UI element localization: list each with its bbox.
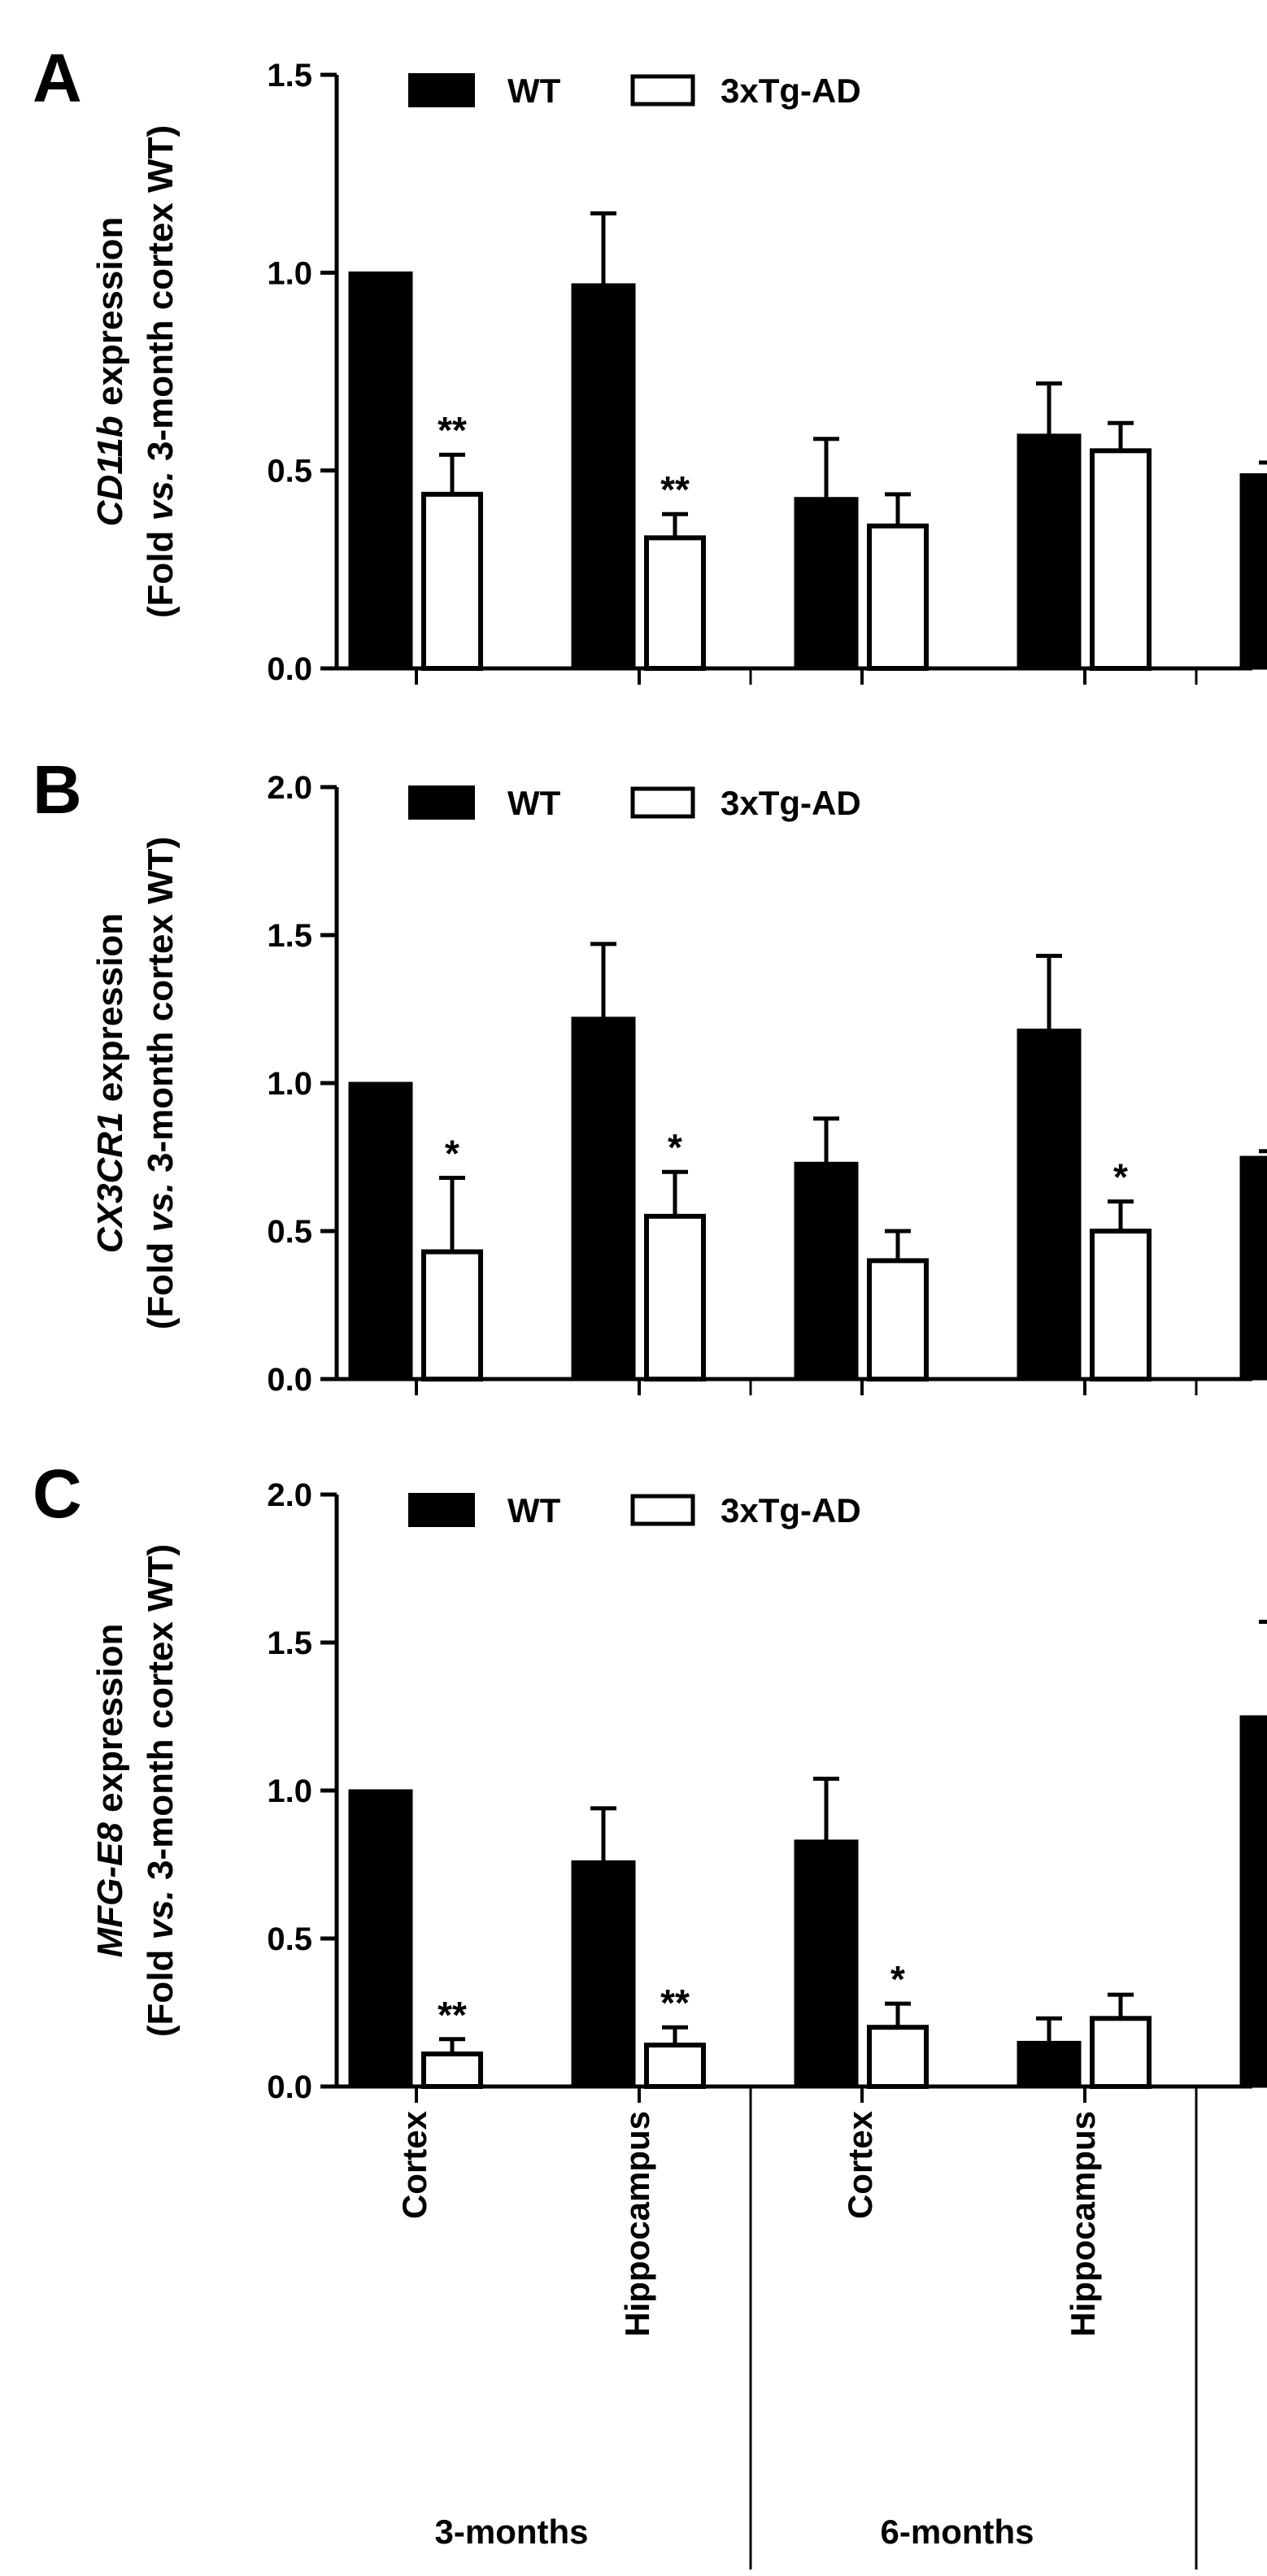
legend-swatch-tg [630,74,695,107]
bar-wt [794,1839,859,2088]
bar-wt [1239,1715,1267,2088]
bar-tg [421,2051,483,2089]
bar-tg [1090,1229,1152,1382]
significance-marker: ** [660,468,690,511]
y-axis-label-vs: vs. [141,1182,181,1232]
y-axis-label-line2: (Fold vs. 3-month cortex WT) [141,125,181,618]
y-axis-label-vs: vs. [141,1890,181,1939]
bar-tg [644,535,706,672]
y-axis-label-line1: CX3CR1 expression [90,913,130,1253]
y-tick-label: 0.5 [267,454,312,490]
bar-wt [1017,1028,1082,1381]
legend-label-tg: 3xTg-AD [721,784,861,822]
bar-wt [1017,2040,1082,2088]
y-axis-label-vs: vs. [141,471,181,520]
y-axis-label-line1: MFG-E8 expression [90,1624,130,1958]
y-tick-label: 0.5 [267,1921,312,1957]
significance-marker: * [1113,1156,1128,1199]
bar-tg [867,2025,929,2089]
y-axis-label-rest: expression [90,913,130,1112]
bar-tg [867,1258,929,1382]
x-category-label: Cortex [841,2110,879,2219]
bar-wt [1239,473,1267,670]
y-tick-label: 0.0 [267,1362,312,1398]
legend-label-tg: 3xTg-AD [721,72,861,110]
y-tick-label: 1.5 [267,1625,312,1661]
bar-wt [571,283,636,670]
y-tick-label: 1.5 [267,58,312,94]
significance-marker: * [668,1126,682,1168]
panel-letter: B [33,751,82,828]
legend-swatch-wt [408,1493,475,1527]
y-axis-label-post: 3-month cortex WT) [141,125,181,471]
bar-wt [1239,1155,1267,1381]
y-tick-label: 0.0 [267,651,312,687]
significance-marker: * [445,1132,459,1174]
legend-label-wt: WT [507,1491,561,1530]
legend-swatch-tg [630,786,695,819]
panel-letter: A [33,40,82,116]
y-axis-label-gene: MFG-E8 [90,1822,130,1958]
legend-label-wt: WT [507,784,561,822]
y-axis-label-rest: expression [90,217,130,416]
significance-marker: ** [660,1982,690,2024]
chart-panel-b: B 0.0 0.5 1.0 1.5 2.0 CX3CR1 expression (Fold v… [33,751,1267,1398]
bar-tg [867,523,929,671]
bar-wt [571,1016,636,1381]
y-axis-label-gene: CX3CR1 [90,1112,130,1253]
bar-tg [644,2043,706,2090]
legend-label-wt: WT [507,72,561,110]
bar-wt [348,1789,413,2088]
y-axis-label-rest: expression [90,1624,130,1823]
y-tick-label: 1.5 [267,918,312,954]
significance-marker: ** [438,409,467,451]
bar-tg [1090,2016,1152,2090]
y-tick-label: 1.0 [267,255,312,291]
bar-wt [348,1081,413,1381]
bar-tg [1090,448,1152,671]
x-category-label: Hippocampus [1064,2111,1102,2337]
bar-tg [421,491,483,671]
y-tick-label: 0.5 [267,1214,312,1250]
chart-panel-c: C 0.0 0.5 1.0 1.5 2.0 MFG-E8 expression (Fold v… [33,1456,1267,2105]
y-axis-label-post: 3-month cortex WT) [141,1544,181,1890]
y-axis-label-line2: (Fold vs. 3-month cortex WT) [141,1544,181,2037]
bar-wt [348,271,413,670]
group-label: 6-months [881,2513,1034,2551]
y-tick-label: 2.0 [267,1477,312,1513]
bar-tg [644,1213,706,1382]
legend-label-tg: 3xTg-AD [721,1491,861,1530]
group-label: 3-months [435,2513,589,2551]
legend-swatch-tg [630,1494,695,1526]
legend-swatch-wt [408,785,475,820]
y-tick-label: 1.0 [267,1773,312,1809]
x-category-label: Hippocampus [618,2111,656,2337]
x-category-label: Cortex [395,2110,433,2219]
y-tick-label: 2.0 [267,770,312,806]
y-axis-label-pre: (Fold [141,520,181,618]
y-tick-label: 1.0 [267,1066,312,1102]
chart-panel-a: A 0.0 0.5 1.0 1.5 CD11b expression (Fold vs. 3… [33,40,1267,687]
y-axis-label-line1: CD11b expression [90,217,130,527]
y-axis-label-post: 3-month cortex WT) [141,837,181,1182]
bar-wt [794,497,859,670]
legend-swatch-wt [408,73,475,107]
y-tick-label: 0.0 [267,2069,312,2105]
y-axis-label-pre: (Fold [141,1232,181,1329]
bar-wt [794,1161,859,1381]
bar-wt [1017,433,1082,670]
significance-marker: ** [438,1994,467,2036]
y-axis-label-pre: (Fold [141,1939,181,2037]
significance-marker: * [890,1958,905,2000]
bar-tg [421,1249,483,1382]
bar-wt [571,1860,636,2088]
y-axis-label-gene: CD11b [90,416,130,526]
panel-letter: C [33,1456,82,1532]
y-axis-label-line2: (Fold vs. 3-month cortex WT) [141,837,181,1329]
